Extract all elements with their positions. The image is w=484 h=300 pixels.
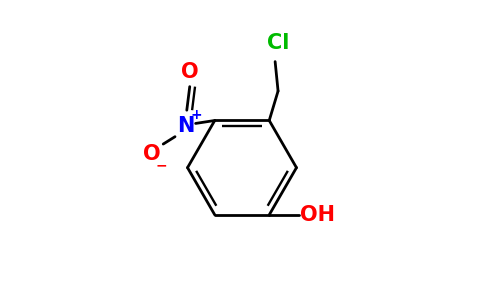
Text: O: O [143, 144, 160, 164]
Text: +: + [191, 108, 202, 122]
Text: N: N [177, 116, 194, 136]
Text: Cl: Cl [267, 33, 289, 53]
Text: −: − [156, 158, 167, 172]
Text: OH: OH [300, 205, 335, 225]
Text: O: O [181, 62, 198, 82]
